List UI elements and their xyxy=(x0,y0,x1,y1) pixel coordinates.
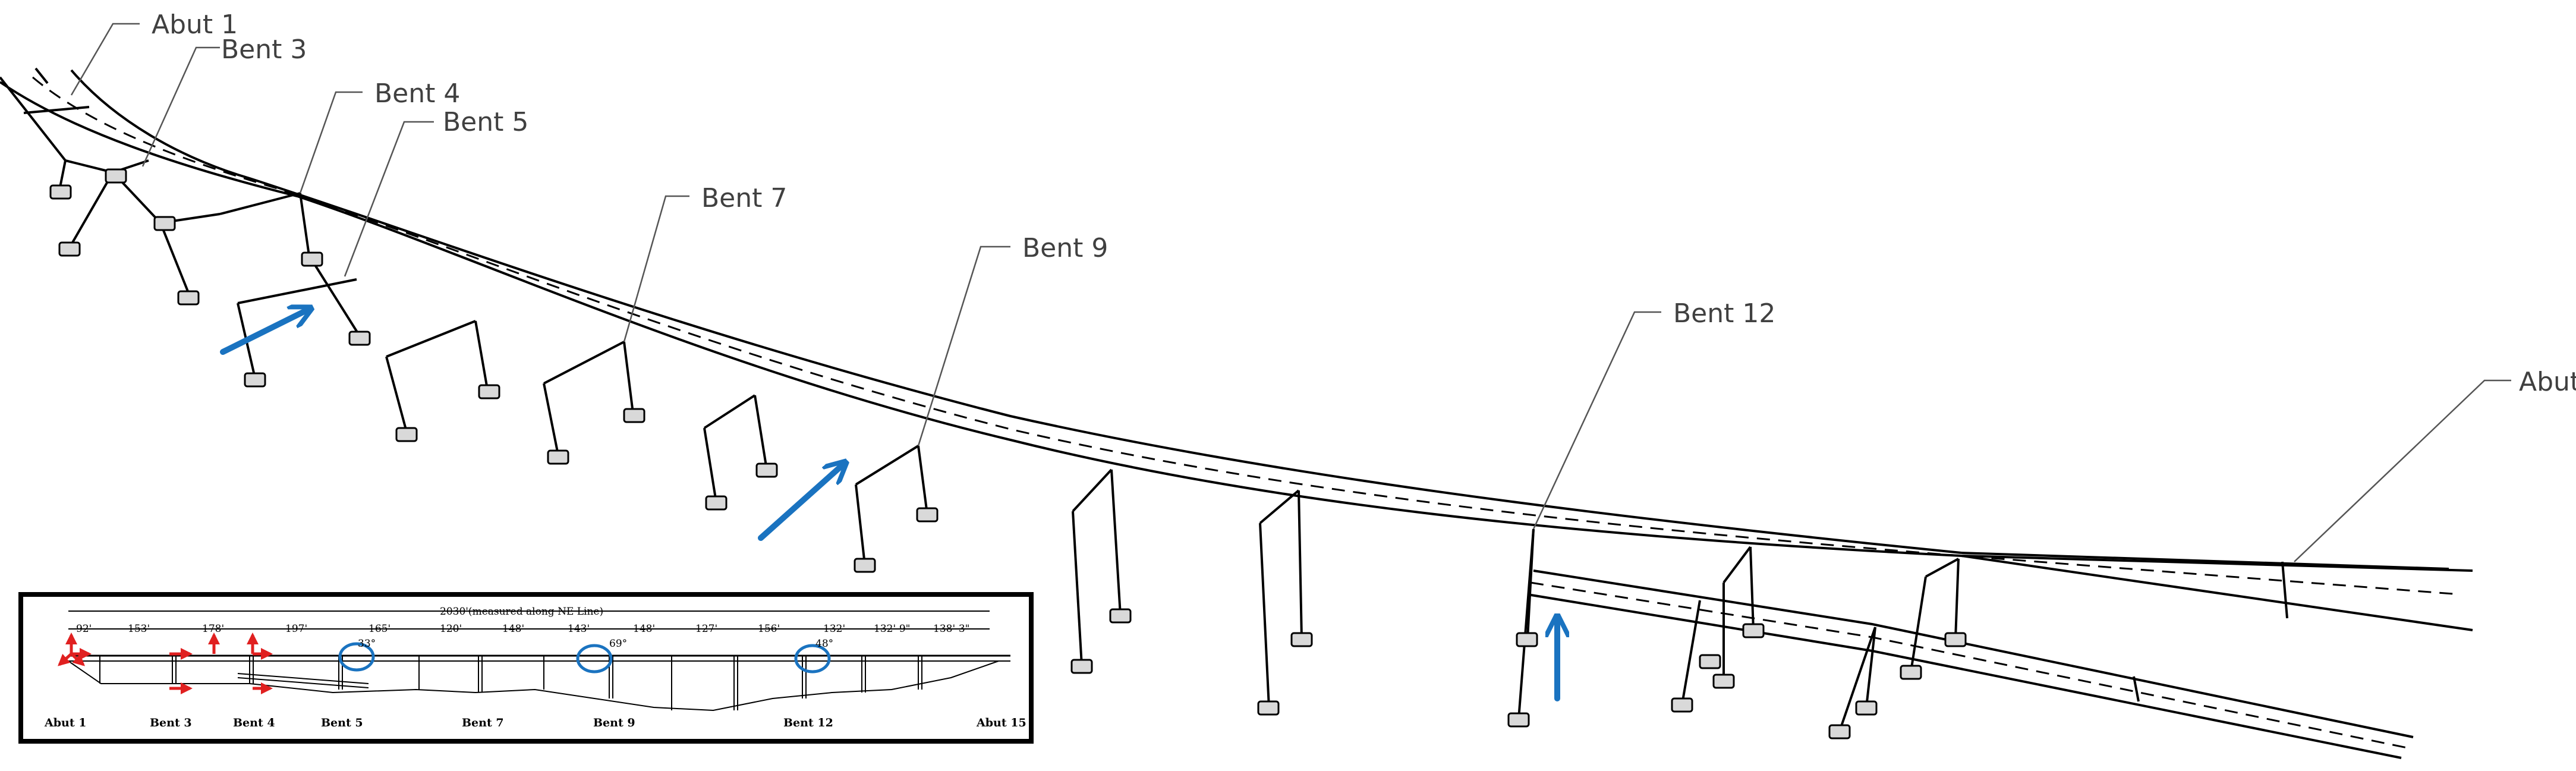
svg-text:178': 178' xyxy=(202,623,224,635)
ramp-edge-south xyxy=(1527,593,2402,759)
bent10-frame xyxy=(1072,468,1122,666)
svg-text:Bent 5: Bent 5 xyxy=(321,716,363,729)
deck-edge-south xyxy=(70,69,1962,554)
leader-bent3 xyxy=(141,46,220,167)
svg-text:132': 132' xyxy=(823,623,845,635)
footings xyxy=(49,168,1967,739)
inset-frame xyxy=(18,592,1034,744)
bent12-frame xyxy=(1517,528,1535,720)
arrow-up-right-icon xyxy=(220,309,309,355)
red-restraint-arrow-icon xyxy=(58,632,273,694)
svg-text:127': 127' xyxy=(695,623,717,635)
deck-edge-north xyxy=(0,81,2473,572)
leader-bent12 xyxy=(1532,311,1661,530)
callout-leaders xyxy=(70,23,2511,562)
svg-text:138'-3": 138'-3" xyxy=(933,623,970,635)
label-bent7: Bent 7 xyxy=(701,183,787,213)
label-bent5: Bent 5 xyxy=(443,107,528,137)
leader-bent9 xyxy=(917,246,1010,446)
deck-centerline xyxy=(32,76,2461,596)
load-arrows xyxy=(220,309,1557,701)
svg-text:156': 156' xyxy=(758,623,780,635)
leader-abut15 xyxy=(2294,379,2511,562)
svg-text:Bent 7: Bent 7 xyxy=(462,716,504,729)
bent9-frame xyxy=(855,445,928,565)
label-abut15: Abut 15 xyxy=(2519,367,2576,397)
leader-abut1 xyxy=(70,23,140,96)
bent13-frame xyxy=(1681,546,1755,705)
label-bent3: Bent 3 xyxy=(221,34,307,65)
svg-text:148': 148' xyxy=(502,623,524,635)
bent3-frame xyxy=(67,171,191,298)
inset-angle-1: 33° xyxy=(358,638,376,650)
bent14-frame xyxy=(1838,558,1960,732)
inset-total-length: 2030'(measured along NE Line) xyxy=(440,606,603,618)
inset-span-labels: 92' 153' 178' 197' 165' 120' 148' 143' 1… xyxy=(76,623,970,635)
svg-text:Abut 1: Abut 1 xyxy=(44,716,86,729)
deck-ticks xyxy=(34,67,2288,702)
bent6-frame xyxy=(385,320,489,435)
svg-text:Bent 12: Bent 12 xyxy=(783,716,833,729)
bent7-frame xyxy=(543,341,634,458)
label-bent4: Bent 4 xyxy=(374,78,460,109)
svg-text:Bent 4: Bent 4 xyxy=(233,716,275,729)
svg-text:Bent 3: Bent 3 xyxy=(150,716,192,729)
leader-bent5 xyxy=(344,121,434,277)
blue-circle-icon xyxy=(338,642,831,674)
svg-text:Bent 9: Bent 9 xyxy=(593,716,635,729)
bent5-frame xyxy=(237,254,361,381)
label-bent9: Bent 9 xyxy=(1022,233,1108,263)
elevation-inset: 2030'(measured along NE Line) 92' 153' 1… xyxy=(18,592,1034,744)
svg-text:143': 143' xyxy=(568,623,590,635)
svg-text:Abut 15: Abut 15 xyxy=(976,716,1026,729)
svg-text:120': 120' xyxy=(440,623,462,635)
deck-ramp xyxy=(1527,569,2414,759)
svg-text:165': 165' xyxy=(369,623,391,635)
label-bent12: Bent 12 xyxy=(1673,298,1775,329)
deck-edge-east-lower xyxy=(1961,555,2473,631)
leader-bent4 xyxy=(299,91,363,194)
abut1-structure xyxy=(0,76,149,191)
inset-support-labels: Abut 1 Bent 3 Bent 4 Bent 5 Bent 7 Bent … xyxy=(44,716,1026,729)
deck-edge-east-upper xyxy=(1961,552,2449,570)
bent11-frame xyxy=(1259,489,1303,708)
svg-text:153': 153' xyxy=(128,623,150,635)
inset-angle-2: 69° xyxy=(609,638,627,650)
arrow-up-right-icon xyxy=(758,464,844,541)
svg-text:197': 197' xyxy=(285,623,307,635)
leader-bent7 xyxy=(623,195,689,342)
svg-text:132'-9": 132'-9" xyxy=(874,623,911,635)
deck-main xyxy=(0,69,2473,631)
label-abut1: Abut 1 xyxy=(152,10,238,40)
ramp-edge-north xyxy=(1533,569,2414,738)
svg-text:92': 92' xyxy=(76,623,92,635)
ramp-centerline xyxy=(1530,581,2408,749)
inset-angle-3: 48° xyxy=(815,638,833,650)
svg-text:148': 148' xyxy=(633,623,655,635)
bent8-frame xyxy=(703,394,768,503)
callout-labels: Abut 1 Bent 3 Bent 4 Bent 5 Bent 7 Bent … xyxy=(152,10,2576,397)
bent4-frame xyxy=(160,192,310,256)
